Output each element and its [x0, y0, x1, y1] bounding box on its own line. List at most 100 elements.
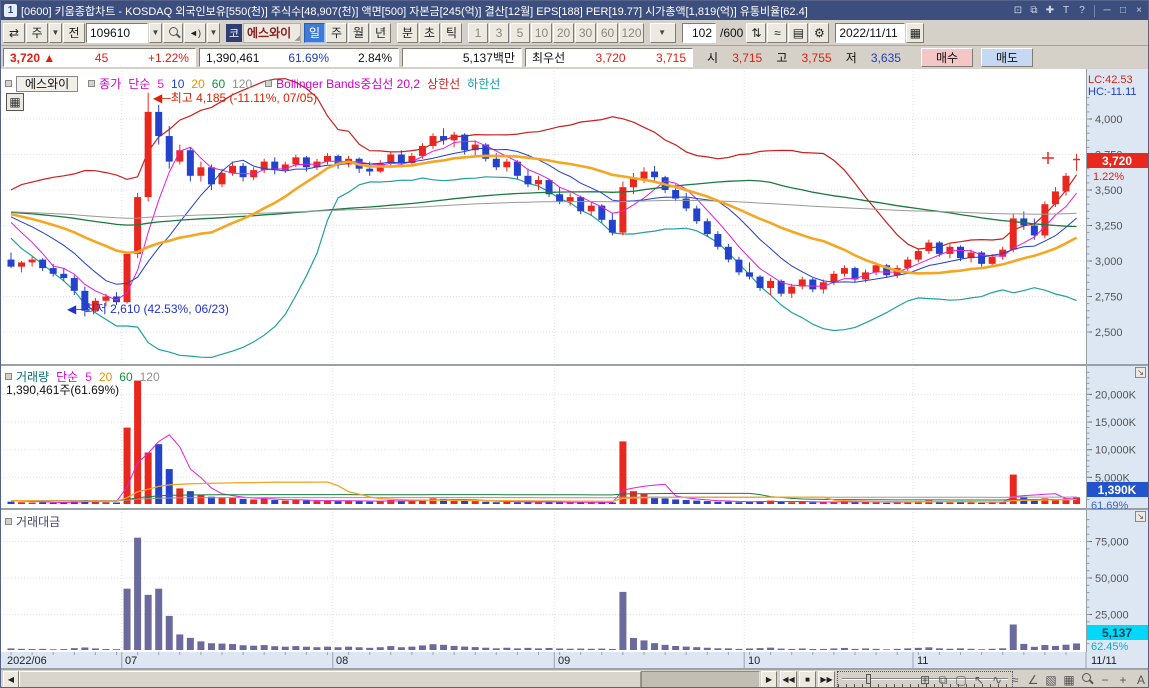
buy-button[interactable]: 매수: [921, 48, 973, 67]
close-button[interactable]: ×: [1136, 5, 1142, 16]
minute-5-button[interactable]: 5: [510, 22, 530, 43]
forward-icon[interactable]: ▶▶: [818, 671, 835, 687]
scroll-right-icon[interactable]: ▶: [761, 671, 777, 687]
save-icon[interactable]: ▤: [788, 22, 809, 43]
minute-3-button[interactable]: 3: [489, 22, 509, 43]
scroll-left-icon[interactable]: ◀: [3, 671, 19, 687]
chart-grid-icon[interactable]: ▦: [6, 93, 24, 111]
wave-line-icon[interactable]: ≈: [1011, 673, 1019, 687]
scrollbar-track[interactable]: [641, 671, 760, 687]
search-icon[interactable]: [163, 22, 183, 43]
jeon-button[interactable]: 전: [63, 22, 85, 43]
svg-text:1.22%: 1.22%: [1093, 171, 1124, 183]
chart-flip-icon[interactable]: ⇄: [3, 22, 25, 43]
line-style-icon[interactable]: ≈: [767, 22, 788, 43]
new-window-icon[interactable]: ⊞: [919, 673, 931, 687]
title-bar: 1 [0600] 키움종합차트 - KOSDAQ 외국인보유[550(천)] 주…: [1, 1, 1148, 20]
svg-text:11/11: 11/11: [1091, 655, 1117, 667]
legend-item: 5: [157, 77, 165, 91]
period-month-button[interactable]: 월: [348, 22, 369, 43]
main-toolbar: ⇄ 주 ▼ 전 ▼ ◄) ▼ 코 에스와이◢ 일 주 월 년 분 초 틱 1 3…: [1, 20, 1148, 46]
chart-image-icon[interactable]: ▦: [1063, 673, 1075, 687]
asset-type-dropdown[interactable]: ▼: [49, 22, 62, 43]
zoom-icon[interactable]: [1080, 672, 1094, 688]
volume-field: 1,390,461 61.69% 2.84%: [199, 48, 399, 67]
legend-item: 하한선: [467, 77, 501, 91]
zoom-out-icon[interactable]: −: [1101, 673, 1109, 687]
minute-1-button[interactable]: 1: [468, 22, 488, 43]
stock-name-field[interactable]: 에스와이 ◢: [243, 22, 301, 43]
select-area-icon[interactable]: ▢: [955, 673, 967, 687]
ohl-field: 시 3,715 고 3,755 저 3,635: [707, 50, 901, 66]
font-size-icon[interactable]: A: [1136, 673, 1145, 687]
legend-item: 상한선: [427, 77, 461, 91]
titlebar-separator: [1094, 4, 1095, 17]
svg-text:2,500: 2,500: [1095, 327, 1123, 339]
zoom-in-icon[interactable]: +: [1119, 673, 1127, 687]
calendar-icon[interactable]: ▦: [906, 22, 925, 43]
minute-20-button[interactable]: 20: [553, 22, 574, 43]
popup-window-icon[interactable]: ⊡: [1013, 5, 1023, 16]
minute-60-button[interactable]: 60: [597, 22, 618, 43]
value-legend: 거래대금: [5, 513, 67, 530]
stop-icon[interactable]: ■: [799, 671, 816, 687]
maximize-button[interactable]: □: [1119, 5, 1127, 16]
svg-text:3,250: 3,250: [1095, 221, 1123, 233]
minute-30-button[interactable]: 30: [575, 22, 596, 43]
cascade-window-icon[interactable]: ⧉: [938, 672, 948, 687]
date-input[interactable]: [835, 22, 906, 43]
period-year-button[interactable]: 년: [370, 22, 391, 43]
volume-info: 1,390,461주(61.69%): [6, 383, 120, 397]
period-second-button[interactable]: 초: [419, 22, 440, 43]
legend-item: 거래대금: [16, 515, 61, 529]
value-bars: [7, 537, 1081, 650]
svg-text:10,000K: 10,000K: [1095, 445, 1137, 457]
speaker-icon[interactable]: ◄): [184, 22, 206, 43]
svg-text:HC:-11.11: HC:-11.11: [1088, 86, 1137, 98]
model-chart-icon[interactable]: ▧: [1045, 673, 1057, 687]
settings-gear-icon[interactable]: ⚙: [809, 22, 830, 43]
legend-item: 20: [98, 370, 113, 384]
speaker-dropdown[interactable]: ▼: [207, 22, 220, 43]
code-dropdown[interactable]: ▼: [149, 22, 162, 43]
svg-text:11: 11: [917, 655, 928, 667]
period-minute-button[interactable]: 분: [397, 22, 418, 43]
sell-button[interactable]: 매도: [981, 48, 1033, 67]
asset-type-button[interactable]: 주: [26, 22, 48, 43]
legend-marker: [265, 80, 273, 87]
period-tick-button[interactable]: 틱: [441, 22, 462, 43]
period-week-button[interactable]: 주: [326, 22, 347, 43]
svg-text:◀─최저 2,610 (42.53%, 06/23): ◀─최저 2,610 (42.53%, 06/23): [67, 302, 229, 316]
scrollbar-thumb[interactable]: [19, 671, 641, 687]
value-expand-icon[interactable]: ↘: [1135, 511, 1146, 522]
rewind-icon[interactable]: ◀◀: [780, 671, 797, 687]
period-day-button[interactable]: 일: [304, 22, 325, 43]
legend-item: 60: [211, 77, 226, 91]
minute-10-button[interactable]: 10: [531, 22, 552, 43]
duplicate-window-icon[interactable]: ⧉: [1030, 5, 1038, 16]
svg-text:10: 10: [748, 655, 760, 667]
slider-track: [842, 678, 1008, 680]
bottom-icons: ⊞ ⧉ ▢ ↖ ∿ ≈ ∠ ▧ ▦ − + A: [918, 670, 1148, 688]
stock-name-box[interactable]: 에스와이: [16, 75, 79, 92]
candle-style-icon[interactable]: ⇅: [746, 22, 767, 43]
chart-area[interactable]: 4,0003,7503,5003,2503,0002,7502,50020,00…: [1, 69, 1149, 669]
quote-row: 3,720 ▲ 45 +1.22% 1,390,461 61.69% 2.84%…: [1, 46, 1148, 69]
font-icon[interactable]: T: [1062, 5, 1070, 16]
slider-thumb[interactable]: [866, 674, 871, 684]
svg-text:2022/06: 2022/06: [7, 655, 47, 667]
minimize-button[interactable]: ─: [1103, 5, 1111, 16]
price-chart-canvas[interactable]: 4,0003,7503,5003,2503,0002,7502,50020,00…: [1, 69, 1149, 669]
pin-icon[interactable]: ✚: [1045, 5, 1055, 16]
volume-expand-icon[interactable]: ↘: [1135, 367, 1146, 378]
minute-120-button[interactable]: 120: [619, 22, 644, 43]
stock-code-input[interactable]: [86, 22, 148, 43]
value-field: 5,137백만: [402, 48, 522, 67]
empty-combo[interactable]: ▼: [650, 22, 676, 43]
trendline-icon[interactable]: ↖: [973, 673, 985, 687]
retracement-icon[interactable]: ∿: [991, 673, 1003, 687]
angle-line-icon[interactable]: ∠: [1027, 673, 1039, 687]
bar-count-input[interactable]: [682, 22, 716, 43]
zoom-slider[interactable]: [837, 671, 1013, 687]
help-icon[interactable]: ?: [1079, 5, 1085, 16]
